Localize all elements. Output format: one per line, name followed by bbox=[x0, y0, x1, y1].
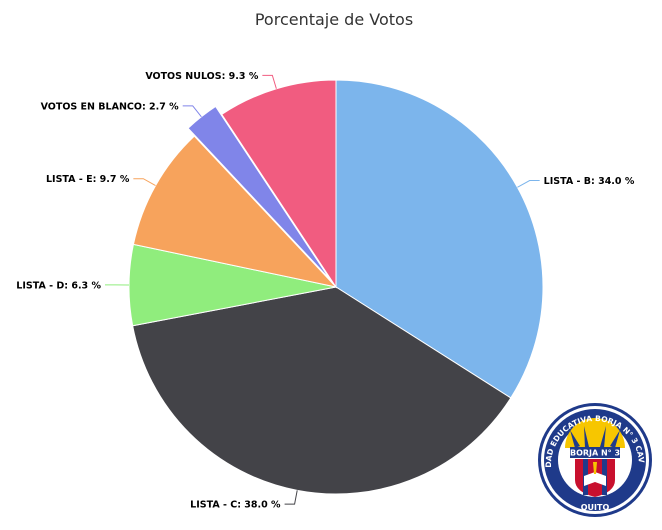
connector-lista-b bbox=[517, 180, 540, 188]
connector-votos-nulos bbox=[262, 74, 277, 89]
shield-icon bbox=[575, 459, 615, 497]
data-label-lista-e: LISTA - E: 9.7 % bbox=[46, 174, 130, 185]
data-label-votos-nulos: VOTOS NULOS: 9.3 % bbox=[145, 71, 259, 82]
pie-slice-lista-c[interactable] bbox=[132, 286, 512, 495]
pie-labels: LISTA - B: 34.0 % LISTA - C: 38.0 % LISTA … bbox=[16, 71, 635, 511]
pie-slice-lista-b[interactable] bbox=[335, 79, 544, 399]
seal-bottom-text: QUITO bbox=[581, 503, 610, 512]
seal-banner-text: BORJA N° 3 bbox=[570, 449, 620, 458]
pie-slice-votos-nulos[interactable] bbox=[221, 79, 337, 289]
chart-title: Porcentaje de Votos bbox=[255, 10, 413, 29]
data-label-lista-d: LISTA - D: 6.3 % bbox=[16, 280, 101, 291]
sun-rays-icon bbox=[565, 418, 625, 448]
data-label-lista-c: LISTA - C: 38.0 % bbox=[190, 500, 281, 511]
connector-lista-e bbox=[133, 178, 156, 187]
data-label-votos-en-blanco: VOTOS EN BLANCO: 2.7 % bbox=[41, 101, 180, 112]
pie-slices bbox=[128, 79, 544, 495]
data-label-lista-b: LISTA - B: 34.0 % bbox=[544, 176, 635, 187]
pie-slice-lista-e[interactable] bbox=[132, 135, 338, 288]
connector-votos-en-blanco bbox=[182, 105, 202, 118]
connector-lista-c bbox=[284, 490, 298, 505]
